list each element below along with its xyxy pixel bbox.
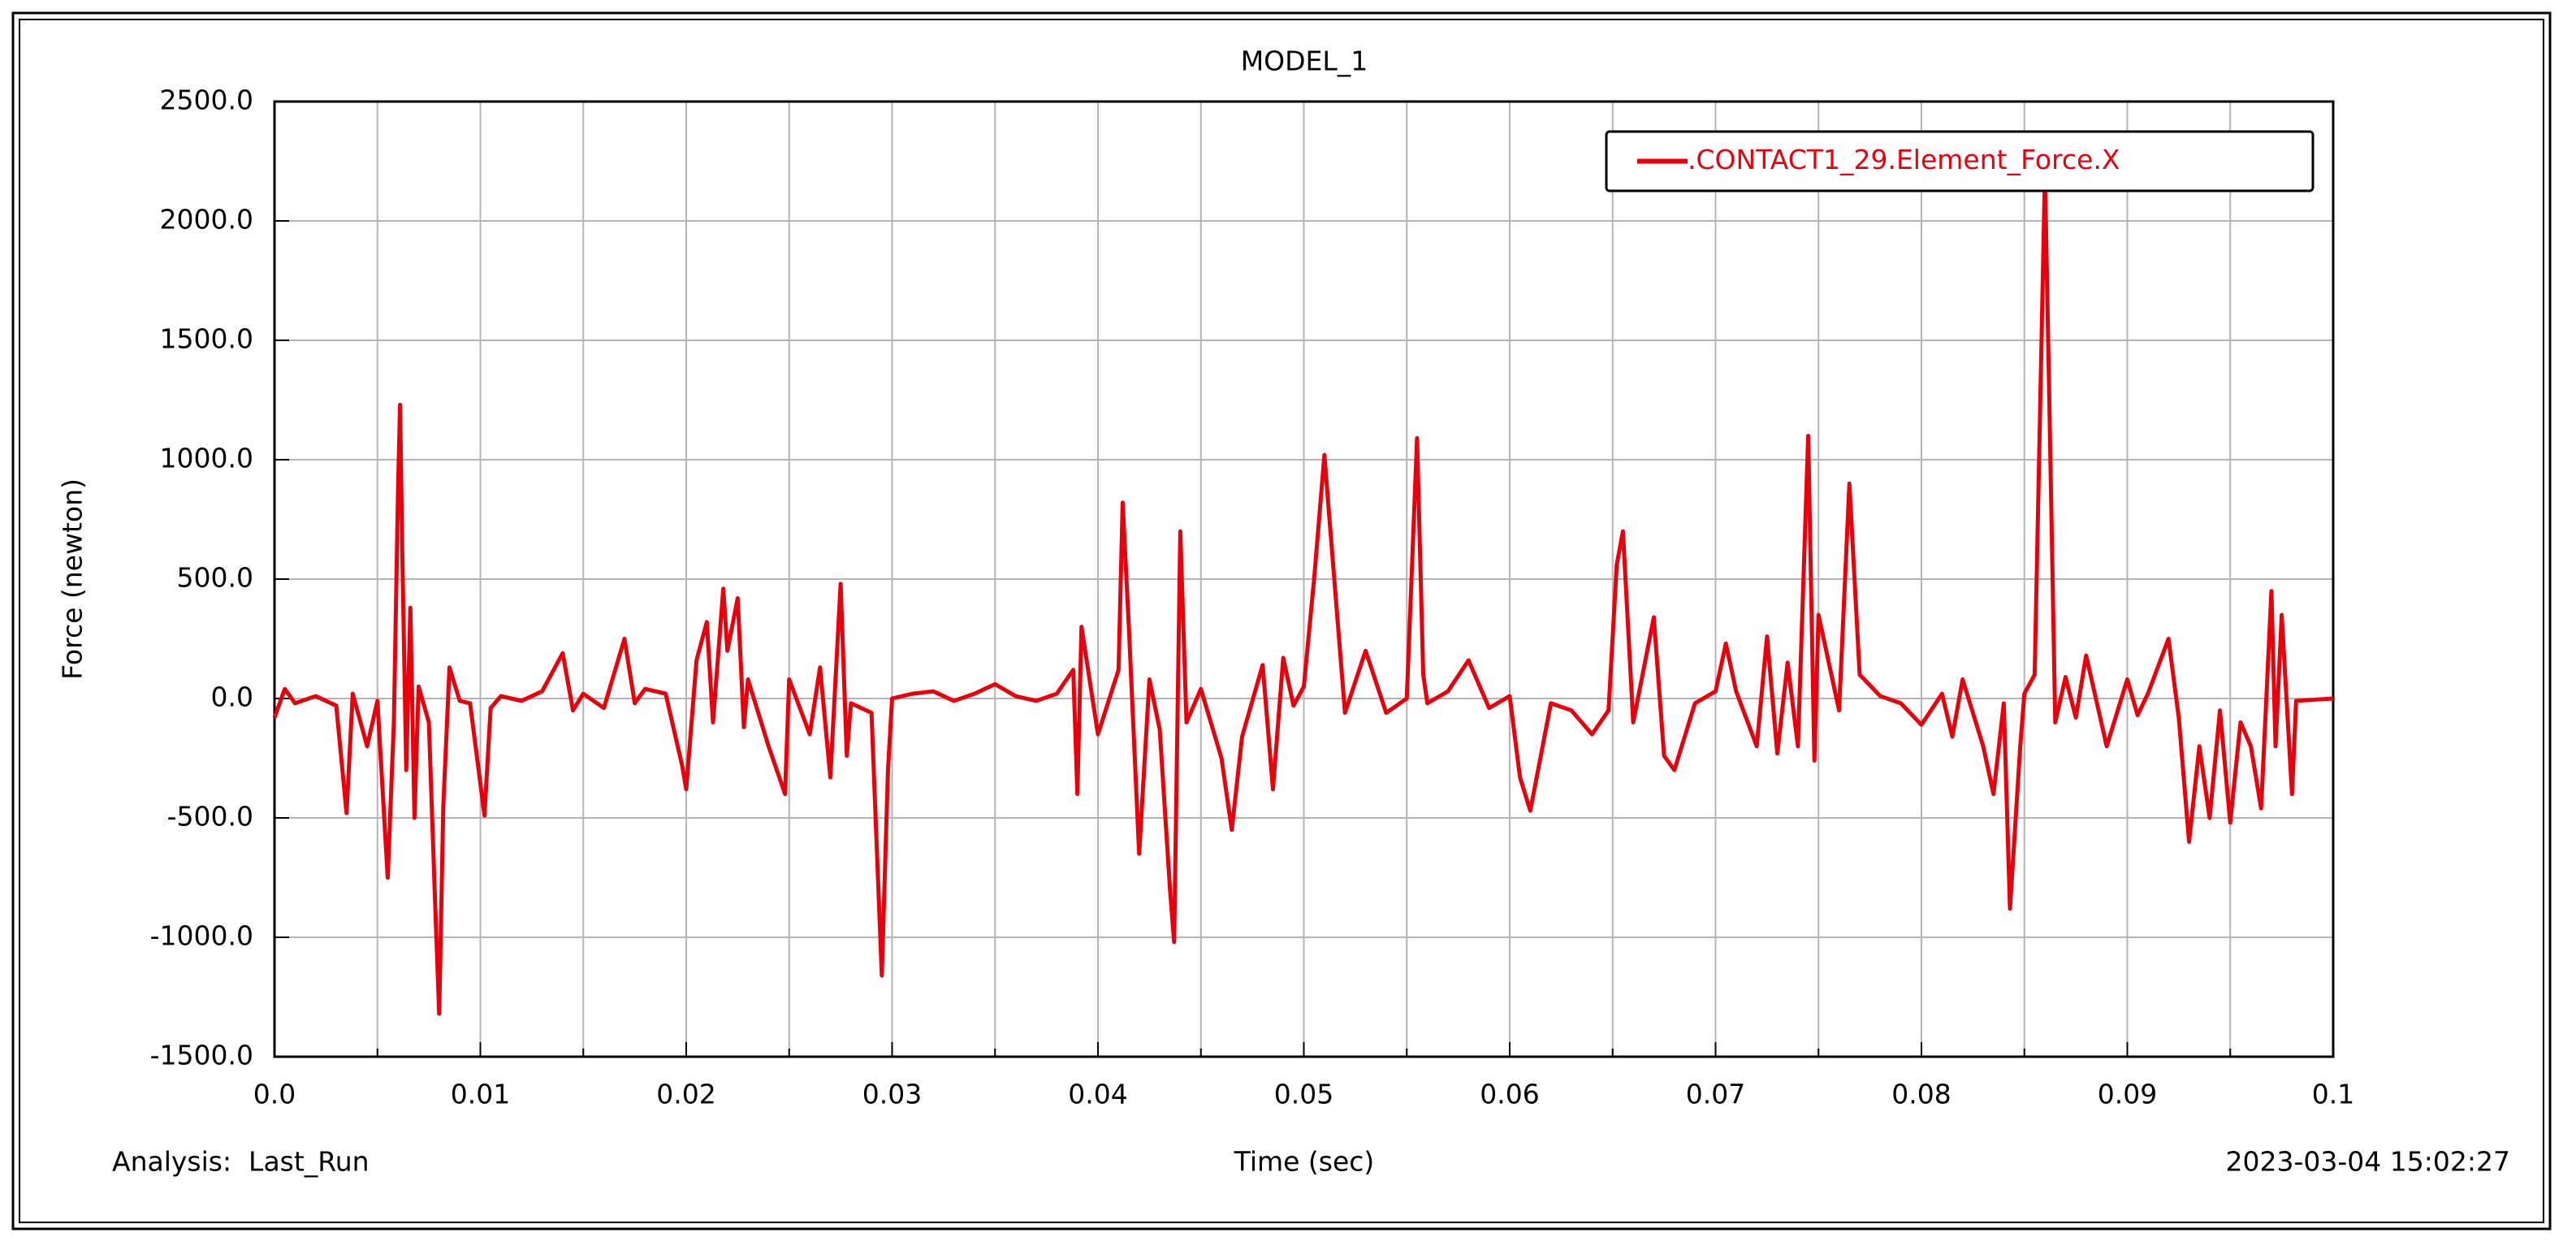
y-tick-label: 1500.0 <box>160 323 253 355</box>
y-axis-label: Force (newton) <box>57 478 89 680</box>
x-tick-label: 0.06 <box>1480 1079 1539 1110</box>
x-tick-label: 0.08 <box>1891 1079 1951 1110</box>
y-tick-label: -500.0 <box>167 801 253 833</box>
analysis-label: Analysis: Last_Run <box>112 1146 370 1178</box>
x-tick-label: 0.02 <box>656 1079 715 1110</box>
data-line <box>272 171 2334 1016</box>
x-tick-label: 0.1 <box>2312 1079 2354 1110</box>
y-tick-label: 500.0 <box>177 562 253 594</box>
x-tick-label: 0.01 <box>451 1079 510 1110</box>
y-tick-label: 0.0 <box>211 681 253 713</box>
x-tick-label: 0.09 <box>2098 1079 2157 1110</box>
y-tick-label: 2000.0 <box>160 204 253 236</box>
legend-label: .CONTACT1_29.Element_Force.X <box>1688 144 2120 175</box>
x-tick-label: 0.0 <box>253 1079 296 1110</box>
legend-box <box>1605 130 2315 192</box>
outer-frame <box>11 11 2552 1231</box>
chart-title: MODEL_1 <box>1241 45 1368 77</box>
y-tick-label: 2500.0 <box>160 84 253 116</box>
x-tick-label: 0.05 <box>1274 1079 1333 1110</box>
x-tick-label: 0.04 <box>1068 1079 1127 1110</box>
x-tick-label: 0.03 <box>862 1079 922 1110</box>
y-tick-label: -1500.0 <box>150 1040 253 1071</box>
plot-frame <box>273 100 2335 1058</box>
timestamp: 2023-03-04 15:02:27 <box>2226 1146 2510 1178</box>
x-axis-label: Time (sec) <box>1234 1146 1375 1178</box>
inner-frame <box>19 19 2544 1223</box>
y-tick-label: -1000.0 <box>150 920 253 952</box>
y-tick-label: 1000.0 <box>160 443 253 474</box>
x-tick-label: 0.07 <box>1686 1079 1745 1110</box>
